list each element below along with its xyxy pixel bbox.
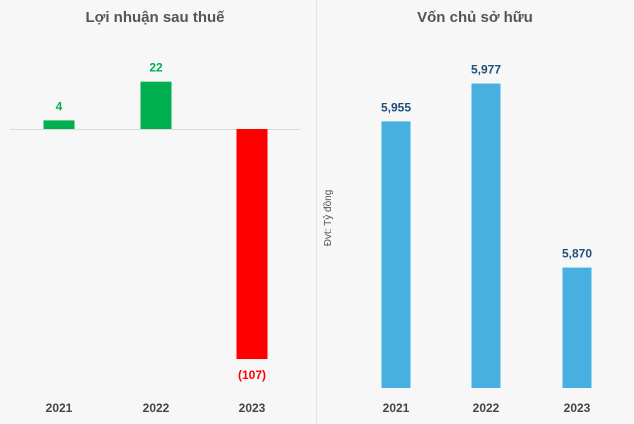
profit-value-label-2022: 22 bbox=[149, 61, 163, 75]
equity-value-label-2023: 5,870 bbox=[562, 247, 592, 261]
equity-value-label-2022: 5,977 bbox=[471, 63, 501, 77]
profit-tick-2023: 2023 bbox=[239, 401, 266, 415]
equity-tick-2021: 2021 bbox=[383, 401, 410, 415]
equity-tick-2022: 2022 bbox=[473, 401, 500, 415]
equity-unit-label: Đvt: Tỷ đồng bbox=[322, 190, 334, 247]
equity-chart-title: Vốn chủ sở hữu bbox=[417, 9, 533, 26]
profit-chart-title: Lợi nhuận sau thuế bbox=[86, 9, 226, 26]
equity-chart: Vốn chủ sở hữu Đvt: Tỷ đồng 5,955 5,977 5,… bbox=[322, 9, 592, 415]
equity-bar-2022 bbox=[471, 83, 501, 388]
profit-value-label-2023: (107) bbox=[238, 368, 266, 382]
equity-tick-2023: 2023 bbox=[564, 401, 591, 415]
equity-value-label-2021: 5,955 bbox=[381, 100, 411, 114]
profit-tick-2021: 2021 bbox=[46, 401, 73, 415]
profit-chart: Lợi nhuận sau thuế 4 22 (107) 2021 2022 2023 bbox=[10, 9, 300, 415]
profit-bar-2022 bbox=[140, 81, 172, 129]
profit-value-label-2021: 4 bbox=[56, 99, 63, 113]
equity-bar-2021 bbox=[381, 121, 411, 389]
profit-bar-2021 bbox=[43, 120, 75, 129]
profit-tick-2022: 2022 bbox=[143, 401, 170, 415]
equity-bar-2023 bbox=[562, 267, 592, 388]
profit-bar-2023 bbox=[236, 129, 268, 360]
